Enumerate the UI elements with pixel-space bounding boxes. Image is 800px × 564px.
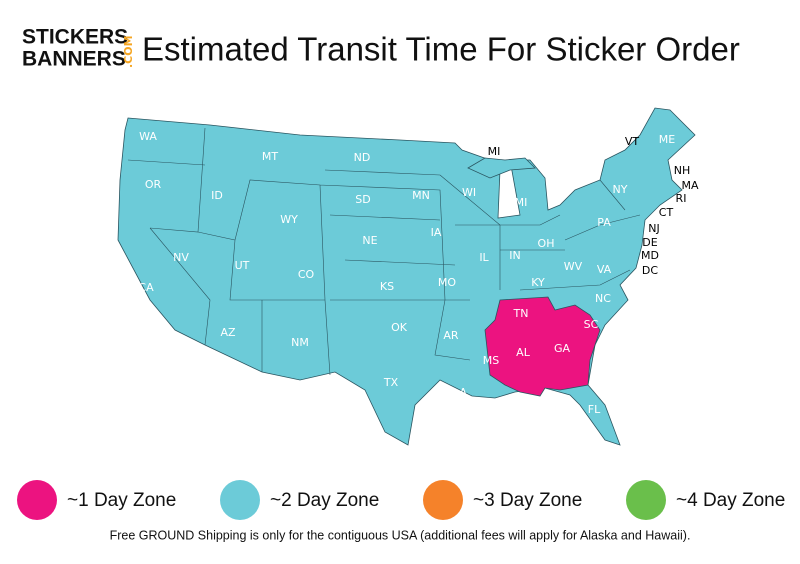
- state-label: CA: [138, 281, 154, 294]
- state-label: NM: [291, 336, 309, 349]
- logo-line: BANNERS: [22, 48, 126, 71]
- state-callout: RI: [676, 192, 687, 205]
- legend: ~1 Day Zone ~2 Day Zone ~3 Day Zone ~4 Day …: [17, 480, 785, 520]
- state-label: CO: [298, 268, 315, 281]
- state-label: ND: [354, 151, 371, 164]
- state-label: LA: [453, 386, 467, 399]
- state-label: KS: [380, 280, 394, 293]
- state-label: NV: [173, 251, 189, 264]
- legend-label: ~1 Day Zone: [67, 490, 176, 511]
- state-label: UT: [235, 259, 250, 272]
- state-label: WY: [280, 213, 298, 226]
- state-label: PA: [597, 216, 611, 229]
- one-day-region: [484, 296, 601, 397]
- state-label: TN: [513, 307, 529, 320]
- legend-swatch: [626, 480, 666, 520]
- state-label: KY: [531, 276, 545, 289]
- legend-swatch: [423, 480, 463, 520]
- legend-label: ~3 Day Zone: [473, 490, 582, 511]
- contiguous-us: [117, 107, 696, 446]
- state-borders: [127, 127, 641, 376]
- state-callout: DC: [642, 264, 658, 277]
- state-label: VA: [597, 263, 612, 276]
- state-label: WA: [139, 130, 157, 143]
- state-label: IL: [479, 251, 489, 264]
- state-callout: DE: [642, 236, 657, 249]
- state-label: AZ: [220, 326, 236, 339]
- michigan-upper: [467, 157, 536, 179]
- state-label: GA: [554, 342, 571, 355]
- state-label: NE: [362, 234, 377, 247]
- state-label: NC: [595, 292, 611, 305]
- logo-suffix: .COM: [122, 35, 135, 68]
- state-callout: MI: [488, 145, 501, 158]
- state-label: FL: [588, 403, 601, 416]
- state-label: MI: [515, 196, 528, 209]
- logo-line: STICKERS: [22, 26, 128, 49]
- map-labels: WA OR CA NV ID MT WY UT AZ CO NM ND SD NE KS OK TX MN IA MO…: [138, 130, 699, 416]
- state-label: AR: [443, 329, 459, 342]
- state-callout: CT: [659, 206, 674, 219]
- state-label: MT: [262, 150, 278, 163]
- title: Estimated Transit Time For Sticker Order: [142, 31, 740, 68]
- legend-label: ~4 Day Zone: [676, 490, 785, 511]
- state-callout: VT: [625, 135, 640, 148]
- footer-note: Free GROUND Shipping is only for the con…: [110, 528, 691, 542]
- state-label: WI: [462, 186, 476, 199]
- state-label: OR: [145, 178, 162, 191]
- state-callout: MD: [641, 249, 659, 262]
- state-callout: MA: [681, 179, 698, 192]
- state-callout: NH: [674, 164, 691, 177]
- state-label: SD: [355, 193, 370, 206]
- legend-swatch: [220, 480, 260, 520]
- state-label: MN: [412, 189, 430, 202]
- state-label: IN: [509, 249, 520, 262]
- state-label: NY: [613, 183, 628, 196]
- state-label: AL: [516, 346, 531, 359]
- state-label: ID: [211, 189, 223, 202]
- state-label: WV: [564, 260, 583, 273]
- legend-swatch: [17, 480, 57, 520]
- state-label: OH: [538, 237, 555, 250]
- state-label: TX: [383, 376, 399, 389]
- state-label: ME: [659, 133, 675, 146]
- state-label: MO: [438, 276, 456, 289]
- state-label: OK: [391, 321, 408, 334]
- us-map: [117, 107, 696, 446]
- state-label: MS: [483, 354, 499, 367]
- state-callout: NJ: [648, 222, 659, 235]
- legend-label: ~2 Day Zone: [270, 490, 379, 511]
- state-label: SC: [584, 318, 599, 331]
- state-label: IA: [431, 226, 442, 239]
